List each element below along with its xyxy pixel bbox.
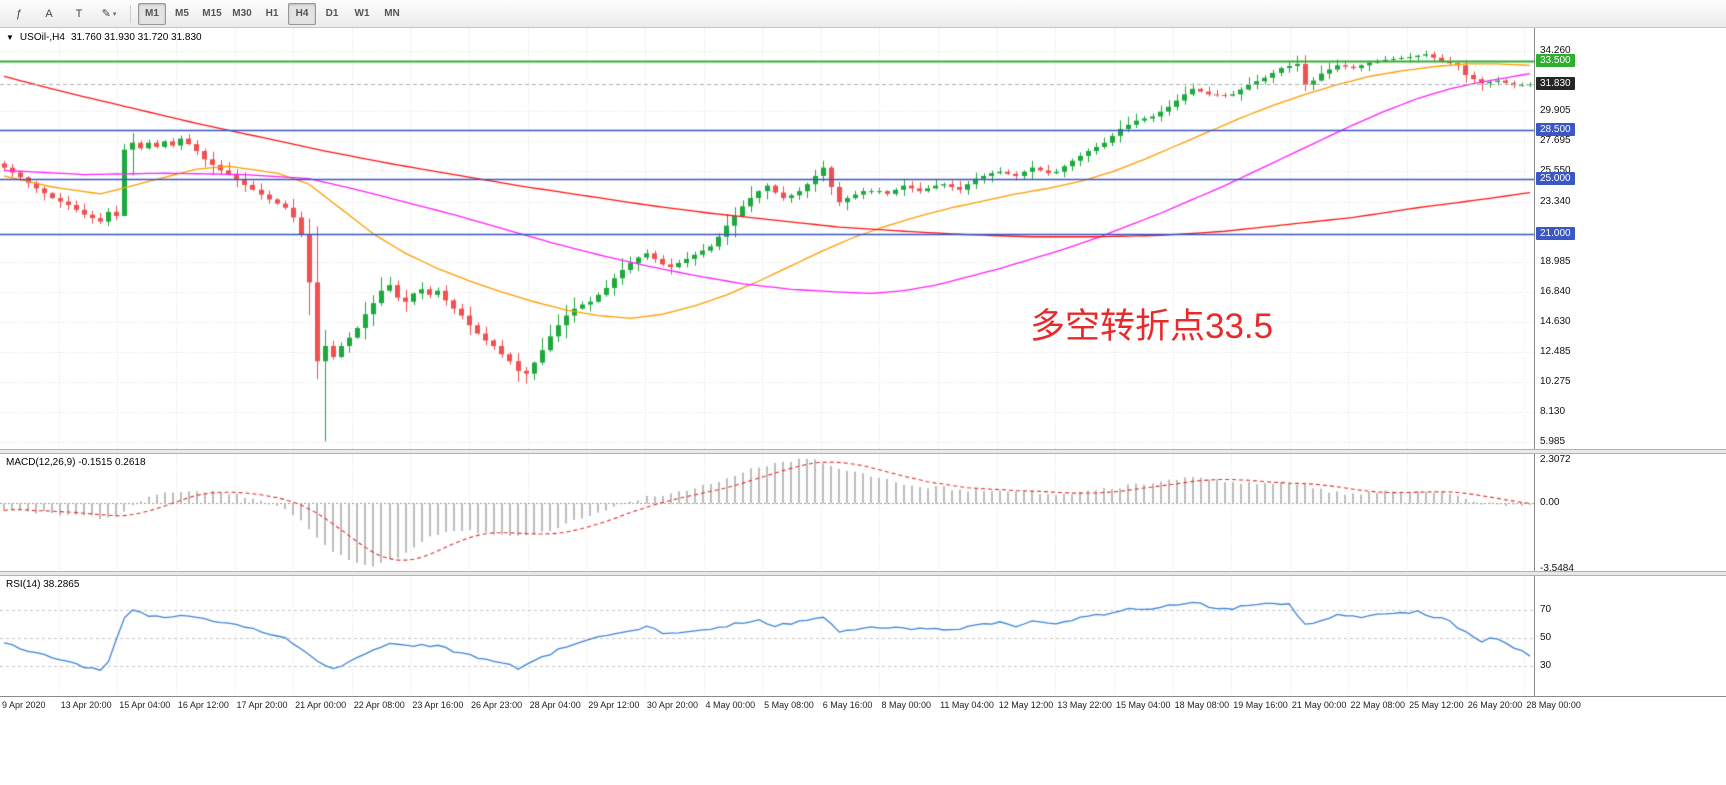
main-toolbar: ƒ A T ✎ ▾ M1 M5 M15 M30 H1 H4 D1 W1 MN xyxy=(0,0,1726,28)
price-tick-label: 27.695 xyxy=(1540,135,1571,147)
date-label: 6 May 16:00 xyxy=(822,700,873,710)
price-axis[interactable]: 34.260 29.905 27.695 25.550 23.340 18.985 16.8… xyxy=(1534,28,1726,696)
price-chart-panel: ▼ USOil-,H4 31.760 31.930 31.720 31.830 … xyxy=(0,28,1534,449)
timeframe-M30-button[interactable]: M30 xyxy=(232,8,252,19)
date-label: 11 May 04:00 xyxy=(940,700,994,710)
window-background xyxy=(0,714,1726,785)
date-label: 15 May 04:00 xyxy=(1115,700,1171,710)
drawing-tools-dropdown-button[interactable]: ✎ ▾ xyxy=(101,8,117,20)
price-tick-label: 5.985 xyxy=(1540,435,1566,447)
date-label: 19 May 16:00 xyxy=(1233,700,1288,710)
timeframe-D1-button[interactable]: D1 xyxy=(325,8,339,19)
timeframe-M1-button[interactable]: M1 xyxy=(138,2,166,25)
price-line-tag: 21.000 xyxy=(1536,227,1575,240)
chart-ohlc-header: ▼ USOil-,H4 31.760 31.930 31.720 31.830 xyxy=(6,32,202,43)
date-label: 29 Apr 12:00 xyxy=(588,700,640,710)
timeframe-H4-button[interactable]: H4 xyxy=(288,2,316,25)
macd-chart-canvas[interactable] xyxy=(0,454,1534,571)
price-line-tag: 28.500 xyxy=(1536,123,1575,137)
date-label: 25 May 12:00 xyxy=(1409,700,1464,710)
toolbar-separator xyxy=(130,4,131,23)
price-tick-label: 10.275 xyxy=(1540,376,1571,388)
date-label: 18 May 08:00 xyxy=(1174,700,1230,710)
macd-label: MACD(12,26,9) -0.1515 0.2618 xyxy=(6,457,146,468)
current-price-tag: 31.830 xyxy=(1536,77,1575,91)
rsi-chart-canvas[interactable] xyxy=(0,576,1534,696)
panel-splitter-1[interactable] xyxy=(0,449,1726,454)
date-label: 17 Apr 20:00 xyxy=(236,700,288,710)
timeframe-M5-button[interactable]: M5 xyxy=(175,8,189,19)
date-label: 22 May 08:00 xyxy=(1350,700,1406,710)
price-line-tag: 25.000 xyxy=(1536,171,1575,185)
price-tick-label: 25.550 xyxy=(1540,165,1571,177)
date-label: 21 Apr 00:00 xyxy=(295,700,347,710)
date-label: 28 May 00:00 xyxy=(1526,700,1581,710)
price-tick-label: 16.840 xyxy=(1540,285,1571,297)
timeframe-MN-button[interactable]: MN xyxy=(384,8,400,19)
date-label: 5 May 08:00 xyxy=(764,700,814,710)
date-label: 22 Apr 08:00 xyxy=(353,700,405,710)
date-label: 26 May 20:00 xyxy=(1467,700,1523,710)
macd-tick-label: 2.3072 xyxy=(1540,453,1571,465)
rsi-label: RSI(14) 38.2865 xyxy=(6,579,80,590)
ohlc-values: 31.760 31.930 31.720 31.830 xyxy=(70,32,202,43)
price-tick-label: 18.985 xyxy=(1540,255,1571,267)
symbol-title: USOil-,H4 xyxy=(19,32,65,43)
tool-icons-group: ƒ A T ✎ ▾ xyxy=(4,3,124,25)
date-label: 13 Apr 20:00 xyxy=(60,700,112,710)
timeframe-M15-button[interactable]: M15 xyxy=(202,8,222,19)
date-label: 9 Apr 2020 xyxy=(2,700,46,710)
price-tick-label: 8.130 xyxy=(1540,405,1566,417)
chevron-down-icon: ▾ xyxy=(112,10,117,18)
price-tick-label: 14.630 xyxy=(1540,316,1571,328)
date-label: 13 May 22:00 xyxy=(1057,700,1112,710)
price-tick-label: 12.485 xyxy=(1540,345,1571,357)
price-chart-canvas[interactable] xyxy=(0,28,1534,449)
macd-tick-label: -3.5484 xyxy=(1540,562,1574,574)
date-label: 26 Apr 23:00 xyxy=(471,700,523,710)
date-label: 4 May 00:00 xyxy=(705,700,756,710)
text-tool-button[interactable]: T xyxy=(75,7,83,20)
date-label: 12 May 12:00 xyxy=(998,700,1054,710)
rsi-tick-label: 50 xyxy=(1540,632,1552,644)
rsi-tick-label: 30 xyxy=(1540,660,1552,672)
chart-annotation-text: 多空转折点33.5 xyxy=(1030,307,1274,346)
timeframe-W1-button[interactable]: W1 xyxy=(354,8,370,19)
price-tick-label: 34.260 xyxy=(1540,44,1571,56)
rsi-tick-label: 70 xyxy=(1540,603,1552,615)
date-label: 30 Apr 20:00 xyxy=(646,700,698,710)
macd-indicator-panel: MACD(12,26,9) -0.1515 0.2618 xyxy=(0,454,1534,571)
date-label: 23 Apr 16:00 xyxy=(412,700,464,710)
macd-tick-label: 0.00 xyxy=(1540,496,1560,508)
timeframe-H1-button[interactable]: H1 xyxy=(265,8,279,19)
arrow-tool-button[interactable]: A xyxy=(45,7,53,20)
panel-splitter-2[interactable] xyxy=(0,571,1726,576)
date-label: 15 Apr 04:00 xyxy=(119,700,171,710)
price-line-tag: 33.500 xyxy=(1536,54,1575,68)
timeframe-buttons-group: M1 M5 M15 M30 H1 H4 D1 W1 MN xyxy=(137,2,407,25)
time-axis[interactable]: 9 Apr 2020 13 Apr 20:00 15 Apr 04:00 16 Apr… xyxy=(0,696,1726,714)
indicator-function-button[interactable]: ƒ xyxy=(15,7,23,20)
rsi-indicator-panel: RSI(14) 38.2865 xyxy=(0,576,1534,696)
price-tick-label: 29.905 xyxy=(1540,104,1571,116)
date-label: 21 May 00:00 xyxy=(1291,700,1347,710)
chart-region: ▼ USOil-,H4 31.760 31.930 31.720 31.830 … xyxy=(0,28,1726,785)
symbol-dropdown-icon[interactable]: ▼ xyxy=(6,33,14,42)
date-label: 16 Apr 12:00 xyxy=(177,700,229,710)
price-tick-label: 23.340 xyxy=(1540,195,1571,207)
date-label: 8 May 00:00 xyxy=(881,700,931,710)
date-label: 28 Apr 04:00 xyxy=(529,700,581,710)
